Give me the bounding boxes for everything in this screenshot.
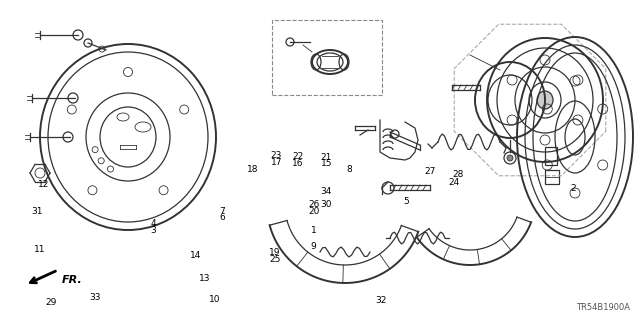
Text: 20: 20: [308, 207, 319, 216]
Text: 21: 21: [321, 153, 332, 162]
Text: 19: 19: [269, 248, 281, 257]
Text: 32: 32: [376, 296, 387, 305]
Text: 31: 31: [31, 207, 43, 216]
Text: FR.: FR.: [62, 275, 83, 285]
Text: 18: 18: [247, 165, 259, 174]
Text: 2: 2: [570, 184, 575, 193]
Text: 4: 4: [151, 220, 156, 228]
Text: 8: 8: [346, 165, 351, 174]
Bar: [545, 170, 559, 184]
Text: 6: 6: [220, 213, 225, 222]
Text: 25: 25: [269, 255, 281, 264]
Text: 16: 16: [292, 159, 303, 168]
Text: 3: 3: [151, 226, 156, 235]
Text: 30: 30: [321, 200, 332, 209]
Text: 29: 29: [45, 298, 57, 307]
Text: 27: 27: [424, 167, 436, 176]
Ellipse shape: [537, 91, 553, 109]
Text: 1: 1: [311, 226, 316, 235]
Text: 28: 28: [452, 170, 464, 179]
Text: TR54B1900A: TR54B1900A: [576, 303, 630, 312]
Bar: [545, 147, 557, 165]
Text: 14: 14: [189, 252, 201, 260]
Text: 34: 34: [321, 188, 332, 196]
Text: 11: 11: [34, 245, 45, 254]
Text: 15: 15: [321, 159, 332, 168]
Bar: [272, 20, 382, 95]
Text: 26: 26: [308, 200, 319, 209]
Text: 13: 13: [199, 274, 211, 283]
Text: 10: 10: [209, 295, 220, 304]
Text: 22: 22: [292, 152, 303, 161]
Text: 33: 33: [89, 293, 100, 302]
Text: 7: 7: [220, 207, 225, 216]
Text: 24: 24: [449, 178, 460, 187]
Text: 12: 12: [38, 180, 49, 188]
Text: 9: 9: [311, 242, 316, 251]
Circle shape: [507, 155, 513, 161]
Text: 17: 17: [271, 158, 282, 167]
Text: 5: 5: [404, 197, 409, 206]
Text: 23: 23: [271, 151, 282, 160]
